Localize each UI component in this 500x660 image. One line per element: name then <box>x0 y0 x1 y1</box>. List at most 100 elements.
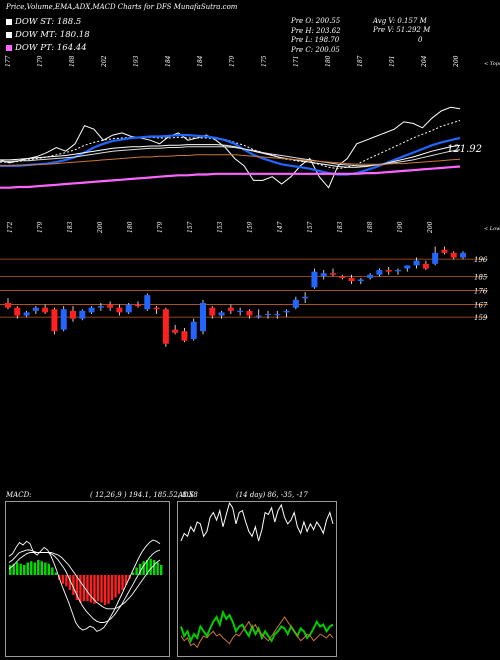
bottom-tick-label: 190 <box>397 221 404 233</box>
top-tick-label: 200 <box>453 55 460 68</box>
macd-histogram-bar <box>26 562 29 575</box>
candle-body <box>88 307 95 313</box>
bottom-tick-label: 153 <box>217 221 224 233</box>
top-tick-label: 193 <box>133 55 140 67</box>
top-tick-label: 184 <box>165 55 172 67</box>
candle-body <box>60 309 67 330</box>
legend-pt: DOW PT: 164.44 <box>6 43 90 56</box>
macd-histogram-bar <box>100 575 103 603</box>
macd-histogram-bar <box>152 560 156 575</box>
last-value-label: 121.92 <box>447 144 482 155</box>
lows-label: < Lows <box>484 226 500 232</box>
adx-label: ADX <box>178 491 194 499</box>
adx-line <box>180 501 334 542</box>
candle-body <box>274 313 281 316</box>
ohlc-info: Pre O: 200.55 Pre H: 203.62 Pre L: 198.7… <box>291 17 341 55</box>
macd-histogram-bar <box>89 575 93 603</box>
macd-histogram-bar <box>121 575 124 590</box>
candle-body <box>97 306 104 308</box>
candle-body <box>385 270 392 272</box>
macd-histogram-bar <box>54 572 58 575</box>
candle-body <box>153 307 160 310</box>
bottom-tick-label: 188 <box>367 221 374 233</box>
legend-pt-swatch <box>6 44 12 51</box>
legend-st-swatch <box>6 18 12 25</box>
macd-histogram-bar <box>44 562 47 575</box>
pre-volume: Pre V: 51.292 M <box>373 26 431 34</box>
bottom-tick-label: 157 <box>307 221 314 233</box>
legend-mt-label: DOW MT: 180.18 <box>15 30 90 40</box>
candle-body <box>135 304 141 307</box>
candle-body <box>144 295 151 310</box>
macd-histogram-bar <box>16 562 19 575</box>
dow-legend: DOW ST: 188.5 DOW MT: 180.18 DOW PT: 164… <box>6 17 90 56</box>
candle-body <box>116 307 123 313</box>
bottom-tick-label: 200 <box>427 221 434 234</box>
macd-histogram-bar <box>93 575 96 604</box>
candle-body <box>32 307 39 311</box>
candle-body <box>320 273 327 277</box>
tops-label: < Tops <box>484 61 500 67</box>
candle-body <box>311 271 318 288</box>
adx-line <box>180 616 334 649</box>
top-tick-label: 204 <box>421 55 428 68</box>
ema-line <box>0 154 461 167</box>
price-level-label: 159 <box>474 314 488 322</box>
pre-high: Pre H: 203.62 <box>291 26 341 35</box>
candle-body <box>302 296 309 299</box>
candle-body <box>218 312 225 316</box>
price-level-label: 196 <box>474 256 488 264</box>
macd-histogram-bar <box>47 563 51 575</box>
avg-volume: Avg V: 0.157 M <box>373 17 427 25</box>
candle-body <box>107 304 114 308</box>
top-tick-label: 179 <box>37 55 44 67</box>
adx-chart <box>177 501 337 657</box>
candle-body <box>125 304 132 313</box>
candle-body <box>42 307 49 313</box>
bottom-tick-label: 159 <box>247 221 254 233</box>
macd-histogram-bar <box>61 575 65 584</box>
macd-histogram-bar <box>117 575 121 594</box>
candle-body <box>330 273 336 275</box>
bottom-tick-label: 157 <box>187 221 194 233</box>
top-tick-label: 191 <box>389 56 396 67</box>
candle-body <box>79 310 86 319</box>
candle-body <box>70 310 76 319</box>
macd-histogram-bar <box>79 575 82 603</box>
macd-histogram-bar <box>114 575 117 598</box>
candle-body <box>172 329 179 333</box>
legend-mt: DOW MT: 180.18 <box>6 30 90 43</box>
adx-values: (14 day) 86, -35, -17 <box>236 491 308 499</box>
top-tick-label: 175 <box>261 55 268 67</box>
legend-st: DOW ST: 188.5 <box>6 17 90 30</box>
macd-histogram-bar <box>37 560 40 575</box>
candle-body <box>227 307 234 311</box>
ema-line <box>0 106 461 189</box>
macd-histogram-bar <box>103 575 107 605</box>
macd-label: MACD: <box>6 491 32 499</box>
macd-line <box>8 549 161 623</box>
macd-histogram-bar <box>156 562 159 575</box>
macd-values: ( 12,26,9 ) 194.1, 185.52, 8.58 <box>90 491 198 499</box>
candle-body <box>283 310 290 313</box>
candle-body <box>246 310 253 316</box>
pre-close: Pre C: 200.05 <box>291 45 340 54</box>
macd-histogram-bar <box>149 558 152 575</box>
candle-body <box>200 302 206 332</box>
candle-body <box>162 309 169 344</box>
top-tick-label: 188 <box>69 55 76 67</box>
candle-body <box>292 299 299 308</box>
top-tick-label: 180 <box>325 55 332 67</box>
candle-body <box>441 249 448 253</box>
macd-histogram-bar <box>160 565 163 575</box>
legend-st-label: DOW ST: 188.5 <box>15 17 82 27</box>
pre-low: Pre L: 198.70 <box>291 36 340 44</box>
price-level-label: 185 <box>474 273 488 281</box>
candle-body <box>190 321 197 340</box>
candle-body <box>265 313 271 316</box>
legend-mt-swatch <box>6 31 12 38</box>
chart-title: Price,Volume,EMA,ADX,MACD Charts for DFS… <box>6 3 238 11</box>
candle-body <box>51 309 58 332</box>
candle-body <box>181 331 188 341</box>
macd-histogram-bar <box>138 563 142 575</box>
